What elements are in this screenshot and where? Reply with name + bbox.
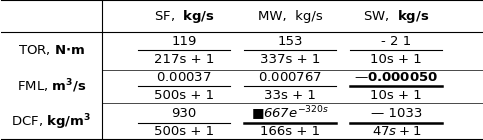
Text: $\mathit{0.000767}$: $\mathit{0.000767}$ — [258, 71, 322, 84]
Text: — 1033: — 1033 — [370, 107, 422, 120]
Text: 10s + 1: 10s + 1 — [370, 53, 422, 66]
Text: 33s + 1: 33s + 1 — [264, 89, 316, 102]
Text: MW,  kg/s: MW, kg/s — [258, 10, 323, 23]
Text: TOR, $\mathbf{N{\cdot}m}$: TOR, $\mathbf{N{\cdot}m}$ — [18, 43, 85, 57]
Text: $\mathit{0.00037}$: $\mathit{0.00037}$ — [156, 71, 212, 84]
Text: $\blacksquare$667$e^{-320s}$: $\blacksquare$667$e^{-320s}$ — [251, 104, 329, 123]
Text: 166s + 1: 166s + 1 — [260, 125, 320, 138]
Text: SF,  $\mathbf{kg/s}$: SF, $\mathbf{kg/s}$ — [154, 8, 214, 25]
Text: 153: 153 — [277, 35, 303, 48]
Text: $\mathit{47s + 1}$: $\mathit{47s + 1}$ — [371, 125, 421, 138]
Text: 337s + 1: 337s + 1 — [260, 53, 320, 66]
Text: 217s + 1: 217s + 1 — [154, 53, 214, 66]
Text: - 2 1: - 2 1 — [381, 35, 412, 48]
Text: FML, $\mathbf{m^3/s}$: FML, $\mathbf{m^3/s}$ — [16, 78, 86, 95]
Text: 10s + 1: 10s + 1 — [370, 89, 422, 102]
Text: 119: 119 — [171, 35, 197, 48]
Text: $\mathbf{— 0.000050}$: $\mathbf{— 0.000050}$ — [354, 71, 438, 84]
Text: 500s + 1: 500s + 1 — [154, 125, 214, 138]
Text: 930: 930 — [171, 107, 197, 120]
Text: DCF, $\mathbf{kg/m^3}$: DCF, $\mathbf{kg/m^3}$ — [11, 113, 91, 132]
Text: 500s + 1: 500s + 1 — [154, 89, 214, 102]
Text: SW,  $\mathbf{kg/s}$: SW, $\mathbf{kg/s}$ — [363, 8, 429, 25]
